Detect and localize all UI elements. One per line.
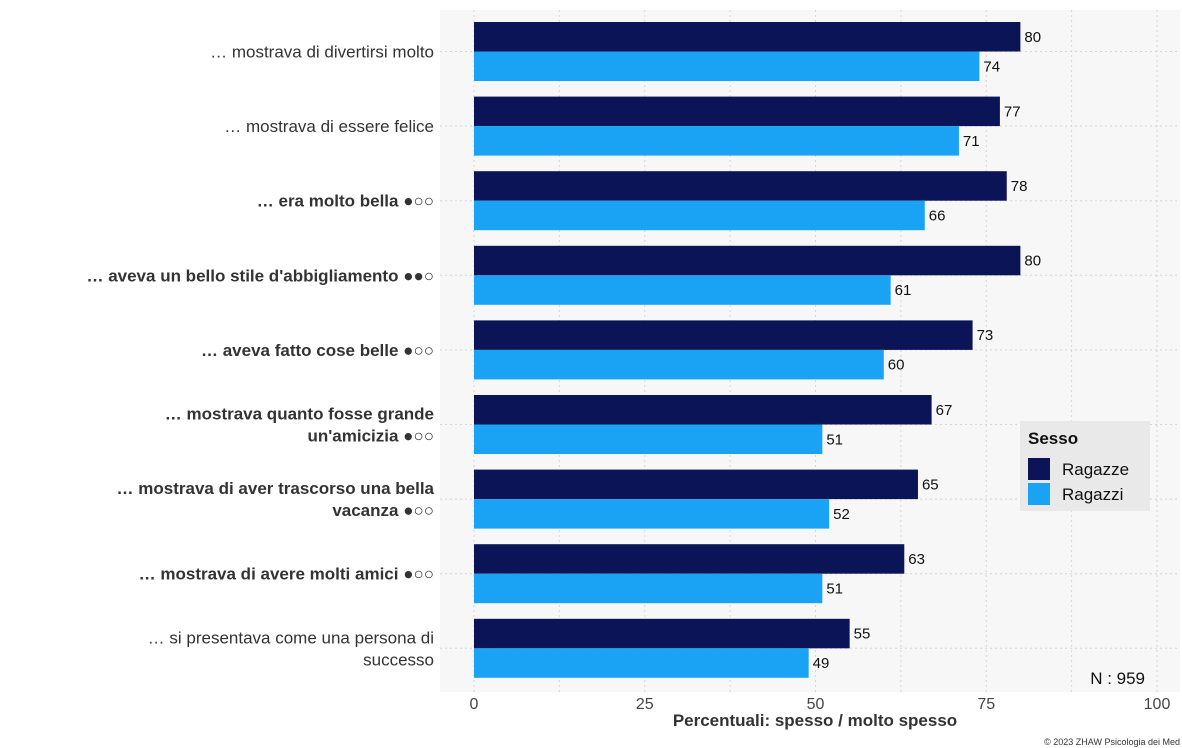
copyright-credit: © 2023 ZHAW Psicologia dei Med (1044, 737, 1180, 747)
legend: Sesso Ragazze Ragazzi (1020, 421, 1150, 511)
bar-ragazzi (474, 573, 823, 604)
value-label: 51 (826, 580, 843, 597)
sample-size-label: N : 959 (1090, 669, 1145, 688)
category-label: un'amicizia ●○○ (308, 427, 435, 446)
legend-label-ragazze: Ragazze (1062, 460, 1129, 479)
category-label: … si presentava come una persona di (148, 628, 434, 647)
value-label: 74 (983, 58, 1000, 75)
legend-title: Sesso (1028, 429, 1078, 448)
value-label: 61 (895, 282, 912, 299)
value-label: 67 (936, 402, 953, 419)
value-label: 77 (1004, 103, 1021, 120)
category-label: … era molto bella ●○○ (257, 192, 434, 211)
bar-ragazze (474, 395, 932, 425)
value-label: 80 (1024, 29, 1041, 46)
value-label: 51 (826, 431, 843, 448)
bar-ragazze (474, 320, 973, 350)
value-label: 55 (854, 626, 871, 643)
value-label: 80 (1024, 253, 1041, 270)
bar-ragazze (474, 469, 918, 500)
bar-ragazzi (474, 200, 925, 231)
bar-ragazzi (474, 51, 980, 81)
bar-ragazzi (474, 126, 959, 156)
bar-ragazzi (474, 424, 823, 454)
value-label: 65 (922, 476, 939, 493)
x-tick-label: 75 (977, 696, 995, 713)
value-label: 63 (908, 551, 925, 568)
bar-ragazze (474, 96, 1000, 127)
x-tick-label: 0 (470, 696, 479, 713)
category-label: vacanza ●○○ (332, 501, 434, 520)
category-label: … mostrava di aver trascorso una bella (117, 479, 435, 498)
value-label: 71 (963, 133, 980, 150)
category-label: … mostrava di avere molti amici ●○○ (139, 565, 434, 584)
bar-ragazzi (474, 275, 891, 305)
value-label: 49 (813, 655, 830, 672)
x-tick-label: 50 (807, 696, 825, 713)
category-labels: … mostrava di divertirsi molto … mostrava… (86, 43, 434, 670)
bar-ragazze (474, 245, 1021, 276)
bars: 80 74 77 71 78 66 80 61 73 60 67 51 65 52 63 51 55 49 (474, 22, 1041, 678)
value-label: 66 (929, 207, 946, 224)
x-tick-label: 25 (636, 696, 654, 713)
value-label: 52 (833, 506, 850, 523)
legend-swatch-ragazzi (1028, 483, 1050, 505)
value-label: 78 (1011, 178, 1028, 195)
category-label: … mostrava di essere felice (224, 117, 434, 136)
category-label: … mostrava di divertirsi molto (210, 43, 434, 62)
bar-ragazzi (474, 349, 884, 380)
category-label: successo (363, 650, 434, 669)
value-label: 73 (977, 327, 994, 344)
value-label: 60 (888, 357, 905, 374)
bar-ragazze (474, 171, 1007, 201)
x-axis-title: Percentuali: spesso / molto spesso (673, 711, 957, 730)
category-label: … aveva un bello stile d'abbigliamento ●… (86, 266, 434, 285)
x-ticks: 0 25 50 75 100 (470, 696, 1171, 713)
bar-ragazzi (474, 648, 809, 678)
category-label: … mostrava quanto fosse grande (165, 405, 434, 424)
bar-ragazze (474, 544, 905, 574)
bar-ragazze (474, 618, 850, 649)
category-label: … aveva fatto cose belle ●○○ (201, 341, 434, 360)
bar-ragazze (474, 22, 1021, 52)
legend-swatch-ragazze (1028, 458, 1050, 480)
legend-label-ragazzi: Ragazzi (1062, 485, 1123, 504)
x-tick-label: 100 (1144, 696, 1171, 713)
bar-ragazzi (474, 499, 830, 529)
